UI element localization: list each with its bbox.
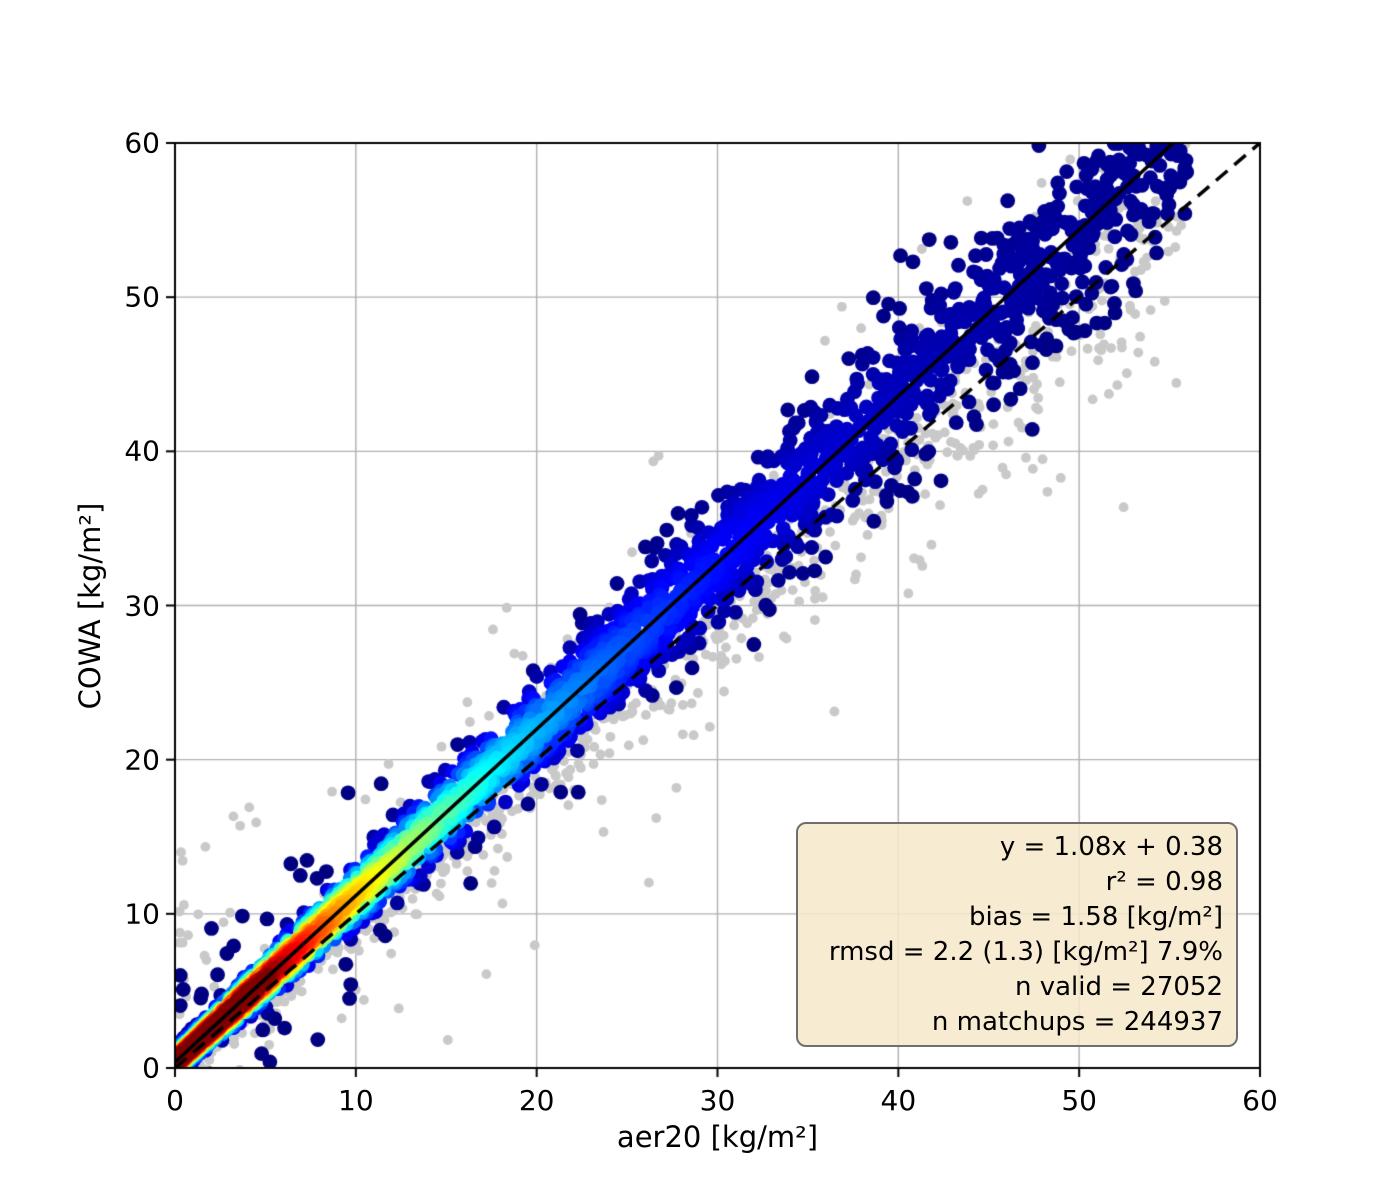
x-axis-label: aer20 [kg/m²] [616, 1120, 819, 1154]
y-tick-50: 50 [124, 280, 160, 314]
stats-rmsd: rmsd = 2.2 (1.3) [kg/m²] 7.9% [828, 936, 1223, 967]
x-tick-20: 20 [518, 1084, 555, 1117]
y-tick-10: 10 [124, 897, 160, 931]
x-tick-10: 10 [338, 1084, 374, 1117]
stats-n-matchups: n matchups = 244937 [931, 1006, 1223, 1037]
stats-n-valid: n valid = 27052 [1014, 971, 1223, 1002]
stats-bias: bias = 1.58 [kg/m²] [968, 902, 1223, 933]
y-tick-20: 20 [124, 743, 160, 777]
y-tick-60: 60 [124, 126, 160, 160]
y-axis-label: COWA [kg/m²] [73, 502, 107, 709]
stats-box: y = 1.08x + 0.38 r² = 0.98 bias = 1.58 [… [796, 822, 1238, 1047]
y-tick-0: 0 [142, 1051, 160, 1085]
x-tick-60: 60 [1242, 1084, 1278, 1117]
y-tick-30: 30 [124, 589, 160, 622]
x-tick-30: 30 [699, 1084, 736, 1117]
x-tick-50: 50 [1061, 1084, 1097, 1117]
y-tick-40: 40 [124, 434, 160, 468]
x-tick-40: 40 [880, 1084, 917, 1117]
x-tick-0: 0 [166, 1084, 184, 1117]
stats-fit-equation: y = 1.08x + 0.38 [999, 832, 1223, 863]
stats-r-squared: r² = 0.98 [1105, 867, 1223, 898]
